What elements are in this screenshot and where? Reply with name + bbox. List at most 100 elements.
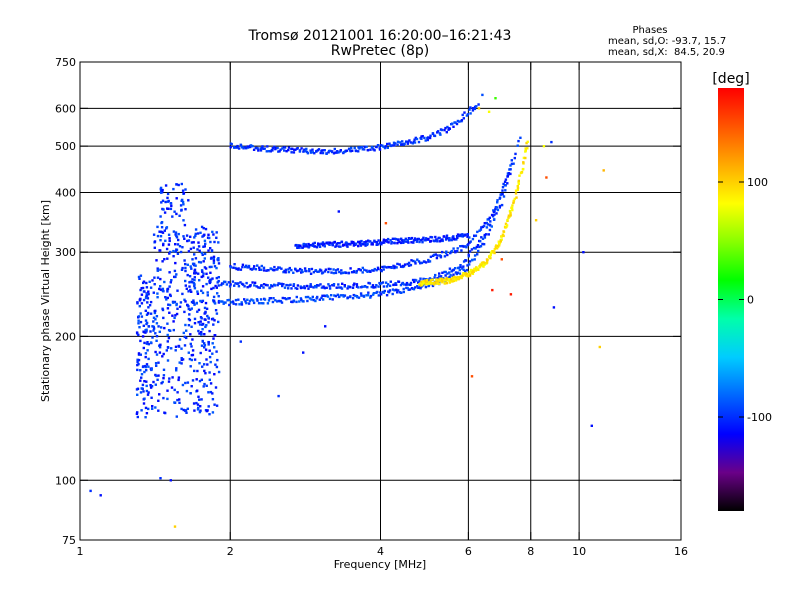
echo-point [445, 281, 448, 285]
echo-point [436, 130, 440, 133]
echo-point [477, 107, 481, 110]
echo-point [550, 140, 553, 144]
echo-point [332, 271, 335, 275]
echo-point [180, 347, 183, 350]
echo-point [506, 218, 509, 222]
echo-point [206, 409, 209, 412]
echo-point [260, 302, 263, 305]
echo-point [140, 315, 144, 318]
echo-point [160, 326, 163, 329]
echo-point [144, 355, 147, 359]
echo-point [201, 340, 204, 343]
echo-point [481, 93, 484, 97]
echo-point [336, 268, 340, 271]
echo-point [437, 275, 441, 278]
echo-point [267, 150, 271, 153]
echo-point [155, 315, 159, 318]
echo-point [265, 150, 268, 153]
echo-point [141, 383, 145, 387]
echo-point [507, 172, 511, 175]
echo-point [376, 290, 379, 294]
echo-point [287, 148, 290, 152]
echo-point [172, 328, 175, 332]
echo-point [321, 271, 325, 274]
echo-point [213, 373, 216, 376]
echo-point [213, 334, 216, 337]
echo-point [170, 347, 173, 350]
echo-point [264, 283, 268, 287]
echo-point [509, 168, 512, 171]
echo-point [166, 397, 169, 401]
echo-point [189, 280, 192, 284]
echo-point [162, 208, 165, 211]
echo-point [335, 151, 339, 154]
echo-point [382, 291, 386, 294]
echo-point [314, 269, 318, 272]
echo-point [182, 203, 185, 206]
echo-point [390, 240, 393, 244]
echo-point [412, 288, 416, 291]
echo-point [295, 300, 298, 304]
echo-point [384, 222, 388, 225]
echo-point [451, 236, 454, 239]
echo-point [243, 146, 246, 149]
echo-point [509, 172, 512, 176]
echo-point [157, 325, 160, 328]
echo-point [150, 385, 154, 388]
echo-point [256, 299, 259, 302]
echo-point [363, 145, 366, 148]
echo-point [158, 249, 161, 252]
echo-point [259, 149, 263, 152]
echo-point [211, 411, 215, 414]
echo-point [174, 275, 177, 279]
echo-point [356, 295, 359, 299]
echo-point [494, 207, 497, 211]
echo-point [369, 296, 372, 299]
echo-point [171, 314, 174, 317]
echo-point [165, 226, 169, 229]
echo-point [510, 162, 514, 166]
echo-point [353, 146, 356, 150]
x-tick-label: 10 [572, 545, 586, 558]
echo-point [258, 286, 262, 289]
echo-point [459, 265, 462, 269]
stats-o-mode: mean, sd,O: -93.7, 15.7 [608, 36, 726, 47]
echo-point [169, 207, 173, 211]
echo-point [145, 389, 149, 393]
echo-point [200, 332, 203, 336]
echo-point [495, 206, 498, 209]
echo-point [206, 363, 209, 366]
echo-point [421, 238, 424, 241]
echo-point [477, 103, 480, 106]
echo-point [190, 358, 193, 362]
echo-point [503, 225, 507, 229]
echo-point [175, 367, 178, 370]
echo-point [211, 392, 214, 395]
echo-point [166, 322, 169, 325]
echo-point [468, 108, 471, 111]
echo-point [195, 301, 198, 305]
echo-point [238, 303, 241, 306]
y-tick-label: 100 [55, 474, 76, 487]
echo-point [230, 301, 233, 304]
echo-point [215, 286, 218, 289]
echo-point [208, 371, 211, 374]
echo-point [440, 128, 444, 132]
echo-point [450, 249, 453, 253]
echo-point [362, 243, 365, 246]
echo-point [332, 268, 335, 271]
echo-point [394, 142, 397, 145]
echo-point [391, 237, 395, 240]
echo-point [473, 258, 476, 261]
echo-point [205, 324, 208, 327]
echo-point [396, 262, 399, 266]
echo-point [193, 284, 196, 288]
echo-point [180, 268, 184, 271]
echo-point [146, 301, 149, 304]
echo-point [415, 279, 418, 282]
echo-point [423, 260, 426, 263]
echo-point [472, 246, 476, 250]
echo-point [337, 242, 340, 245]
echo-point [441, 279, 444, 283]
echo-point [360, 239, 363, 243]
